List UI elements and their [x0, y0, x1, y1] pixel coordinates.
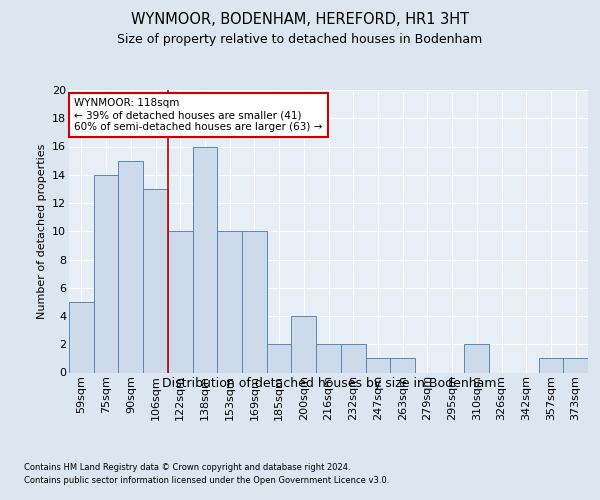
Text: Distribution of detached houses by size in Bodenham: Distribution of detached houses by size …: [161, 378, 496, 390]
Bar: [390, 358, 415, 372]
Bar: [292, 316, 316, 372]
Bar: [94, 175, 118, 372]
Bar: [563, 358, 588, 372]
Bar: [267, 344, 292, 372]
Bar: [143, 189, 168, 372]
Y-axis label: Number of detached properties: Number of detached properties: [37, 144, 47, 319]
Bar: [316, 344, 341, 372]
Text: Contains public sector information licensed under the Open Government Licence v3: Contains public sector information licen…: [24, 476, 389, 485]
Text: WYNMOOR: 118sqm
← 39% of detached houses are smaller (41)
60% of semi-detached h: WYNMOOR: 118sqm ← 39% of detached houses…: [74, 98, 323, 132]
Bar: [539, 358, 563, 372]
Bar: [168, 231, 193, 372]
Bar: [118, 160, 143, 372]
Bar: [341, 344, 365, 372]
Text: WYNMOOR, BODENHAM, HEREFORD, HR1 3HT: WYNMOOR, BODENHAM, HEREFORD, HR1 3HT: [131, 12, 469, 28]
Bar: [217, 231, 242, 372]
Text: Contains HM Land Registry data © Crown copyright and database right 2024.: Contains HM Land Registry data © Crown c…: [24, 462, 350, 471]
Text: Size of property relative to detached houses in Bodenham: Size of property relative to detached ho…: [118, 32, 482, 46]
Bar: [193, 146, 217, 372]
Bar: [69, 302, 94, 372]
Bar: [464, 344, 489, 372]
Bar: [242, 231, 267, 372]
Bar: [365, 358, 390, 372]
